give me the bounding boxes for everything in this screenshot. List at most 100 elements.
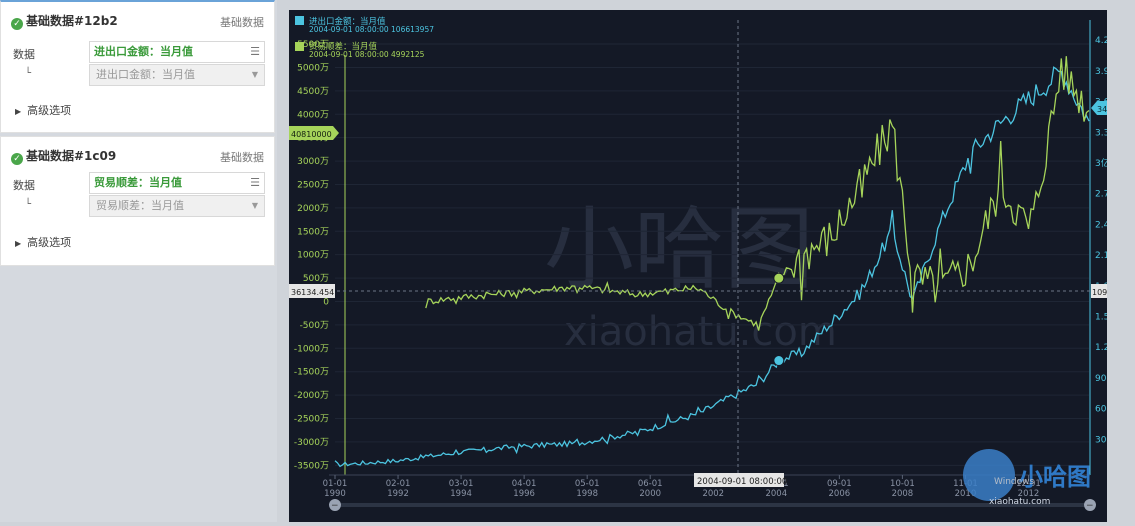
left-tick-label: -2000万 [294,391,329,401]
right-tick-label: 3.9亿 [1095,65,1107,77]
left-tick-label: -2500万 [294,415,329,425]
x-tick-label: 2004 [765,489,787,499]
sub-series-select[interactable]: 贸易顺差：当月值 ▼ [89,195,265,217]
check-icon: ✓ [11,18,23,30]
logo-icon [963,449,1015,501]
left-tick-label: -1500万 [294,368,329,378]
x-tick-label: 06-01 [638,479,663,489]
time-scrollbar[interactable]: − − [329,499,1096,511]
left-axis: 5500万5000万4500万4000万3500万3000万2500万2000万… [294,40,346,475]
site-logo: 小哈图 xiaohatu.com Windows [963,449,1091,507]
advanced-options-toggle[interactable]: ▶ 高级选项 [15,236,72,249]
windows-text: Windows [994,477,1034,487]
crosshair-left-label: 36134.454 [289,284,335,298]
x-tick-label: 1990 [324,489,346,499]
series-select[interactable]: 贸易顺差：当月值 ☰ [89,172,265,194]
list-icon[interactable]: ☰ [250,45,260,58]
x-tick-label: 04-01 [512,479,537,489]
caret-right-icon: ▶ [15,239,22,248]
sub-series-select[interactable]: 进出口金额：当月值 ▼ [89,64,265,86]
right-axis: 4.2亿3.9亿3.6亿3.3亿3亿2.7亿2.4亿2.1亿1.8亿1.5亿1.… [1089,20,1127,475]
panel-type-label: 基础数据 [220,16,264,29]
left-tick-label: 3000万 [297,157,329,167]
data-label: 数据 [13,179,35,192]
left-tick-label: -3000万 [294,438,329,448]
x-tick-label: 09-01 [827,479,852,489]
minus-icon: − [1086,501,1094,511]
right-tick-label: 3000万 [1095,435,1107,445]
legend-label-trade-surplus[interactable]: 贸易顺差：当月值 [309,41,378,52]
panel-title: ✓ 基础数据#12b2 [11,12,118,30]
left-tick-label: 5500万 [297,40,329,50]
right-tick-label: 2.1亿 [1095,249,1107,261]
watermark-text: 小哈图 [544,197,814,302]
series-line-0[interactable] [334,66,1090,468]
legend-swatch-trade-value [295,16,304,25]
left-tick-label: 1000万 [297,251,329,261]
x-tick-label: 1994 [450,489,472,499]
x-tick-label: 02-01 [386,479,411,489]
hover-point-1 [773,272,785,284]
crosshair-right-label: 109411704 [1091,284,1135,298]
watermark-url: xiaohatu.com [564,309,837,355]
scroll-handle-right[interactable] [1084,499,1096,511]
svg-text:109411704: 109411704 [1092,288,1107,297]
corner-icon: └ [25,68,32,79]
left-tick-label: 0 [323,297,329,307]
data-panel-2: ✓ 基础数据#1c09 基础数据 数据 贸易顺差：当月值 ☰ └ 贸易顺差：当月值 ▼… [0,136,275,266]
left-tick-label: 4500万 [297,87,329,97]
logo-url: xiaohatu.com [989,497,1050,507]
legend-label-trade-value[interactable]: 进出口金额：当月值 [309,16,386,27]
legend-detail-trade-value: 2004-09-01 08:00:00 106613957 [309,25,434,34]
data-panel-1: ✓ 基础数据#12b2 基础数据 数据 进出口金额：当月值 ☰ └ 进出口金额：当月… [0,0,275,133]
svg-text:40810000: 40810000 [291,130,332,139]
x-tick-label: 12-01 [1016,479,1041,489]
x-tick-label: 03-01 [449,479,474,489]
data-label: 数据 [13,48,35,61]
x-tick-label: 1998 [576,489,598,499]
legend: 进出口金额：当月值 2004-09-01 08:00:00 106613957 … [295,16,434,59]
left-panel: ✓ 基础数据#12b2 基础数据 数据 进出口金额：当月值 ☰ └ 进出口金额：当月… [0,0,277,522]
grid [335,43,1089,466]
scroll-handle-left[interactable] [329,499,341,511]
right-tick-label: 9000万 [1095,374,1107,384]
corner-icon: └ [25,199,32,210]
x-tick-label: 1996 [513,489,535,499]
caret-right-icon: ▶ [15,107,22,116]
watermark: 小哈图 xiaohatu.com [544,197,837,355]
x-tick-label: 2002 [702,489,724,499]
right-value-marker: 341250193 [1091,101,1135,115]
left-tick-label: 1500万 [297,227,329,237]
right-tick-label: 2.7亿 [1095,188,1107,200]
panel-type-label: 基础数据 [220,151,264,164]
right-tick-label: 1.2亿 [1095,341,1107,353]
right-tick-label: 1.5亿 [1095,311,1107,323]
series-select[interactable]: 进出口金额：当月值 ☰ [89,41,265,63]
svg-text:36134.454: 36134.454 [291,288,334,297]
x-tick-label: 2006 [829,489,851,499]
chevron-down-icon: ▼ [251,201,258,210]
advanced-options-toggle[interactable]: ▶ 高级选项 [15,104,72,117]
x-tick-label: 2012 [1018,489,1040,499]
x-tick-label: 2010 [955,489,977,499]
x-tick-label: 01-01 [323,479,348,489]
legend-swatch-trade-surplus [295,42,304,51]
x-tick-label: 10-01 [890,479,915,489]
left-tick-label: 2000万 [297,204,329,214]
crosshair-date-label: 2004-09-01 08:00:00 [694,473,787,487]
panel-title: ✓ 基础数据#1c09 [11,147,116,165]
minus-icon: − [331,501,339,511]
list-icon[interactable]: ☰ [250,176,260,189]
left-tick-label: -3500万 [294,461,329,471]
x-tick-label: 2008 [892,489,914,499]
legend-detail-trade-surplus: 2004-09-01 08:00:00 4992125 [309,50,425,59]
right-tick-label: 3亿 [1095,157,1107,169]
left-value-marker: 40810000 [289,126,339,140]
right-tick-label: 6000万 [1095,405,1107,415]
left-tick-label: 4000万 [297,110,329,120]
x-tick-label: 1992 [387,489,409,499]
left-tick-label: -500万 [300,321,329,331]
chart-svg[interactable]: 小哈图 xiaohatu.com 5500万5000万4500万4000万350… [289,10,1135,522]
chart-area[interactable]: 小哈图 xiaohatu.com 5500万5000万4500万4000万350… [289,10,1135,522]
check-icon: ✓ [11,153,23,165]
